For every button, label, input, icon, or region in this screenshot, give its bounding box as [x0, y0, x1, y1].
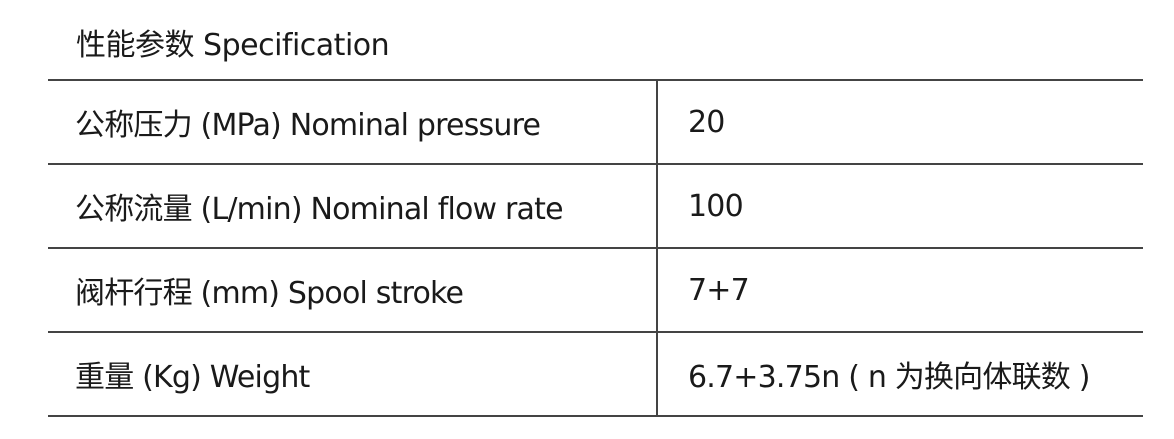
- table-row: 重量 (Kg) Weight 6.7+3.75n ( n 为换向体联数 ): [48, 332, 1143, 417]
- table-row: 阀杆行程 (mm) Spool stroke 7+7: [48, 248, 1143, 333]
- row-label-weight: 重量 (Kg) Weight: [48, 332, 658, 417]
- table-row: 公称压力 (MPa) Nominal pressure 20: [48, 79, 1143, 165]
- spec-title: 性能参数 Specification: [76, 28, 390, 63]
- row-value-nominal-pressure: 20: [657, 79, 1143, 165]
- row-value-weight: 6.7+3.75n ( n 为换向体联数 ): [657, 332, 1143, 417]
- table-row: 公称流量 (L/min) Nominal flow rate 100: [48, 164, 1143, 249]
- row-label-spool-stroke: 阀杆行程 (mm) Spool stroke: [48, 248, 658, 333]
- row-label-nominal-pressure: 公称压力 (MPa) Nominal pressure: [48, 79, 658, 165]
- row-value-spool-stroke: 7+7: [657, 248, 1143, 333]
- row-label-nominal-flow-rate: 公称流量 (L/min) Nominal flow rate: [48, 164, 658, 249]
- spec-table: 公称压力 (MPa) Nominal pressure 20 公称流量 (L/m…: [48, 79, 1143, 417]
- row-value-nominal-flow-rate: 100: [657, 164, 1143, 249]
